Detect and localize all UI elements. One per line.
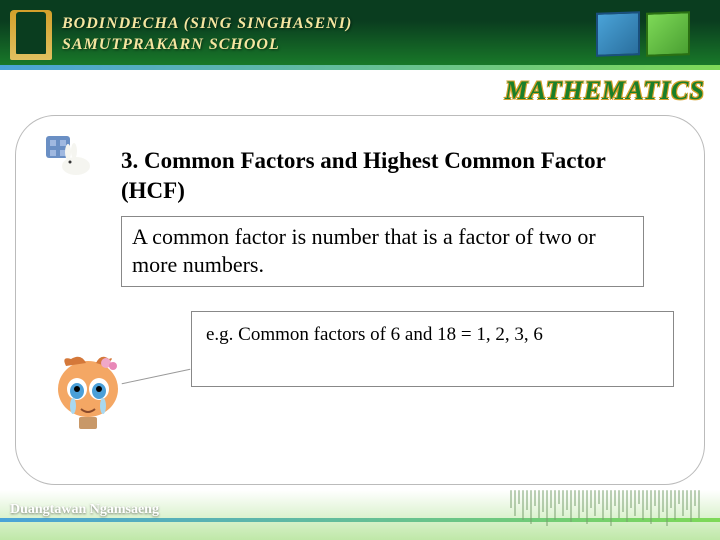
cube-blue-icon [596,11,640,57]
school-logo-icon [10,10,52,60]
header-accent-bar [0,65,720,70]
cube-green-icon [646,11,690,57]
grass-decoration-icon [510,490,700,526]
example-box: e.g. Common factors of 6 and 18 = 1, 2, … [191,311,674,387]
school-name: BODINDECHA (SING SINGHASENI) SAMUTPRAKAR… [62,14,352,56]
school-name-line2: SAMUTPRAKARN SCHOOL [62,35,352,56]
header: BODINDECHA (SING SINGHASENI) SAMUTPRAKAR… [0,0,720,70]
school-name-line1: BODINDECHA (SING SINGHASENI) [62,14,352,35]
header-cubes-icon [596,12,690,56]
bunny-icon [46,136,94,176]
definition-box: A common factor is number that is a fact… [121,216,644,287]
footer: Duangtawan Ngamsaeng [0,490,720,540]
pointer-line [122,369,191,385]
section-title: 3. Common Factors and Highest Common Fac… [121,146,654,206]
content-panel: 3. Common Factors and Highest Common Fac… [15,115,705,485]
crying-character-icon [51,351,126,431]
author-name: Duangtawan Ngamsaeng [10,502,159,518]
subject-label: MATHEMATICS [505,76,705,106]
